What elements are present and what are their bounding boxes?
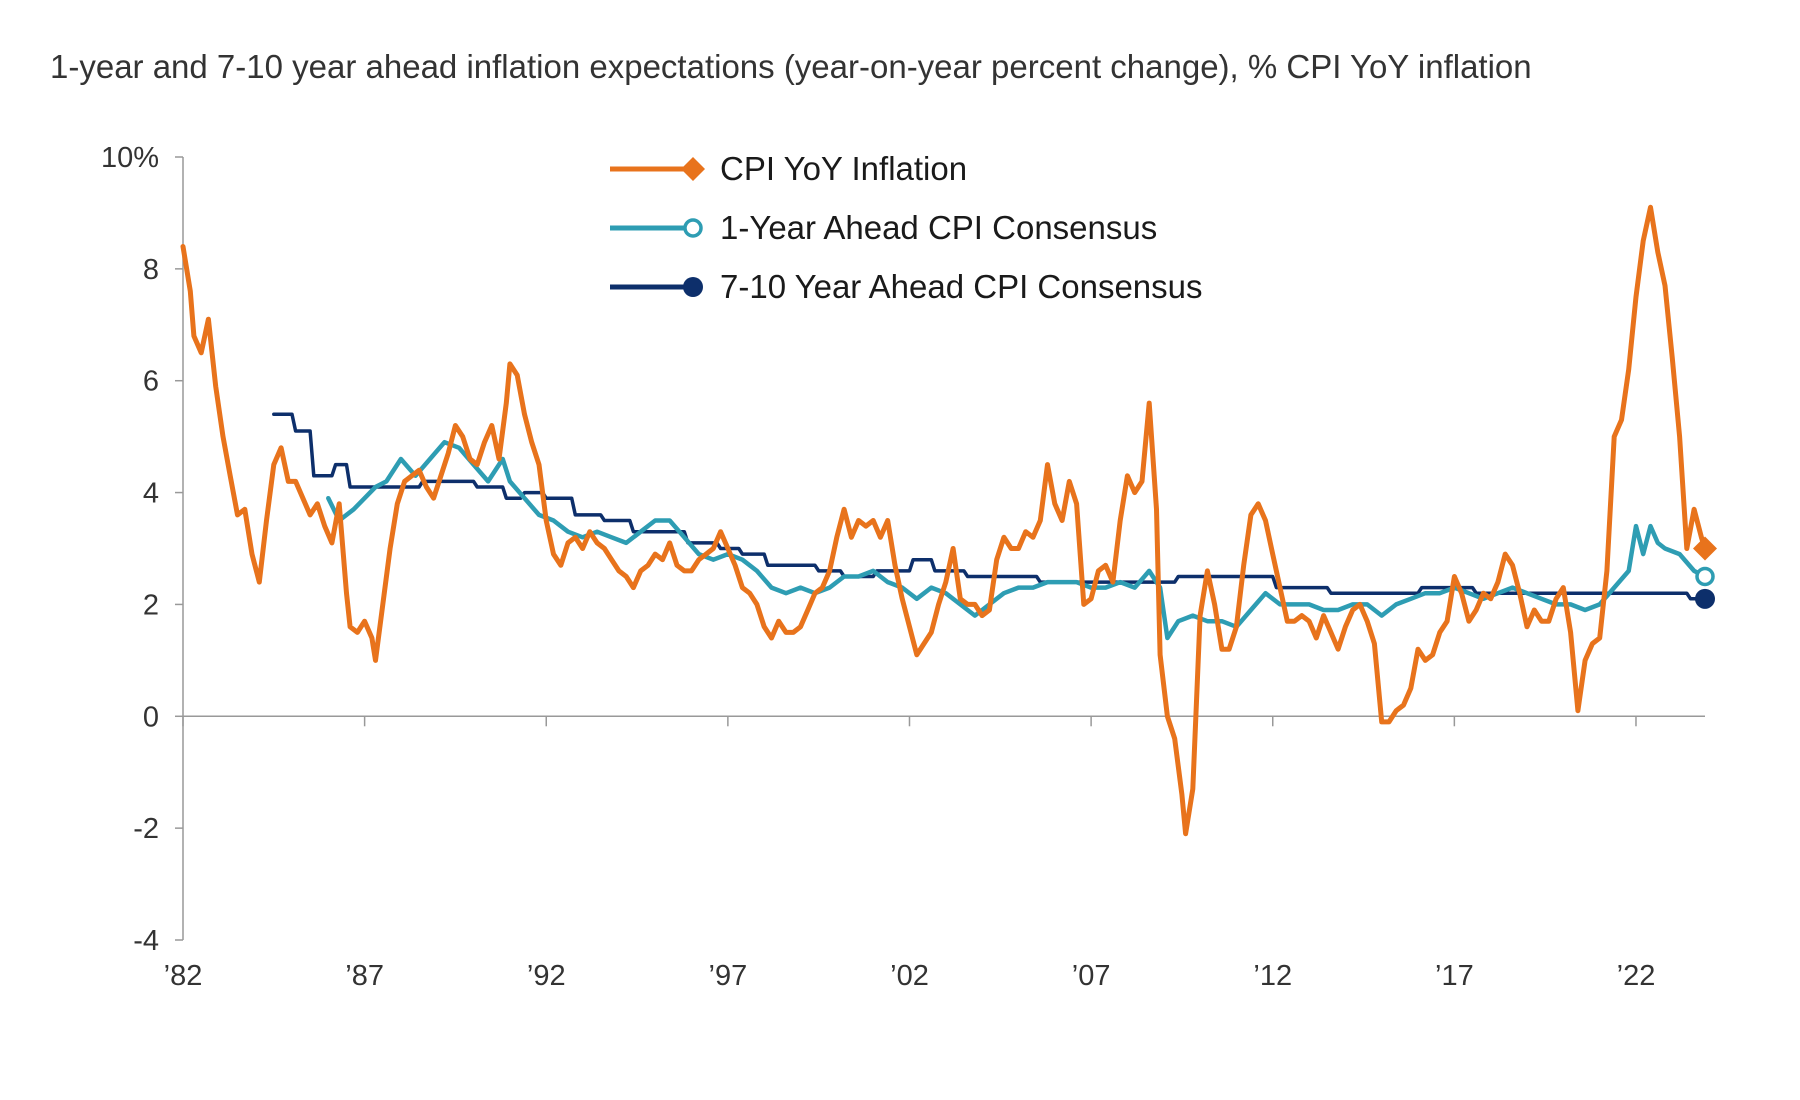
legend-marker	[681, 157, 705, 181]
y-tick-label: 10%	[101, 142, 159, 174]
x-tick-label: ’12	[1253, 960, 1292, 992]
y-tick-label: 6	[143, 366, 159, 398]
y-tick-label: 8	[143, 254, 159, 286]
chart-title: 1-year and 7-10 year ahead inflation exp…	[50, 48, 1532, 85]
x-tick-label: ’02	[890, 960, 929, 992]
y-tick-label: 4	[143, 478, 159, 510]
legend-label: 1-Year Ahead CPI Consensus	[720, 209, 1157, 246]
series-line-cpi-yoy	[180, 204, 1708, 837]
legend-label: 7-10 Year Ahead CPI Consensus	[720, 268, 1203, 305]
series-line-one-year-consensus	[326, 439, 1708, 641]
series-end-marker	[1695, 566, 1715, 587]
x-tick-label: ’97	[709, 960, 748, 992]
x-tick-label: ’82	[164, 960, 203, 992]
legend-label: CPI YoY Inflation	[720, 150, 967, 187]
legend: CPI YoY Inflation 1-Year Ahead CPI Consen…	[610, 150, 1203, 305]
legend-marker	[683, 277, 703, 297]
series-end-marker	[1695, 588, 1715, 609]
x-tick-label: ’22	[1617, 960, 1656, 992]
series-line-seven-ten-year-consensus	[272, 412, 1707, 601]
y-tick-label: 2	[143, 589, 159, 621]
legend-marker	[683, 218, 703, 238]
series-layer	[180, 204, 1717, 837]
y-tick-label: -4	[133, 925, 159, 957]
y-tick-label: 0	[143, 701, 159, 733]
x-tick-label: ’92	[527, 960, 566, 992]
x-tick-label: ’87	[345, 960, 384, 992]
x-tick-label: ’07	[1072, 960, 1111, 992]
axes: 10% 8 6 4 2 0 -2 -4’82 ’87 ’92 ’97 ’02 ’07 ’12 ’17 ’22	[101, 142, 1705, 992]
x-tick-label: ’17	[1435, 960, 1474, 992]
series-end-marker	[1693, 536, 1717, 561]
y-tick-label: -2	[133, 813, 159, 845]
